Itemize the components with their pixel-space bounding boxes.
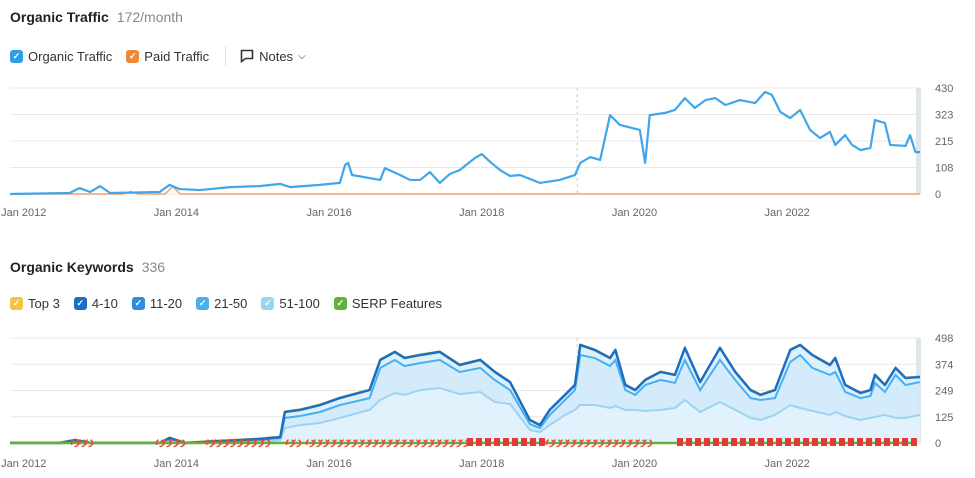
checkbox-checked-icon[interactable]: ✓ xyxy=(126,49,140,63)
google-serp-icon xyxy=(292,438,302,448)
comment-icon xyxy=(240,49,254,63)
serp-flag-icon xyxy=(512,438,518,446)
google-serp-icon xyxy=(84,438,94,448)
serp-flag-icon xyxy=(740,438,746,446)
y-tick-label: 125 xyxy=(935,412,953,424)
organic-traffic-chart[interactable]: 430 323 215 108 0 Jan 2012 Jan 2014 Jan 2016 Jan… xyxy=(0,0,975,230)
legend-paid-traffic[interactable]: ✓ Paid Traffic xyxy=(126,49,209,64)
traffic-legend: ✓ Organic Traffic ✓ Paid Traffic Notes ⌵ xyxy=(10,46,320,66)
range-handle xyxy=(916,88,921,194)
y-tick-label: 249 xyxy=(935,386,953,398)
legend-21-50[interactable]: ✓ 21-50 xyxy=(196,296,247,311)
serp-flag-icon xyxy=(830,438,836,446)
serp-flag-icon xyxy=(713,438,719,446)
serp-flag-icon xyxy=(776,438,782,446)
organic-traffic-line xyxy=(9,90,920,196)
line-4-10 xyxy=(10,343,921,445)
checkbox-checked-icon[interactable]: ✓ xyxy=(196,297,210,310)
serp-flag-icon xyxy=(731,438,737,446)
google-serp-icon xyxy=(261,438,271,448)
serp-flag-icon xyxy=(767,438,773,446)
x-tick-label: Jan 2020 xyxy=(612,458,657,470)
serp-flag-icon xyxy=(893,438,899,446)
serp-flag-icon xyxy=(704,438,710,446)
checkbox-checked-icon[interactable]: ✓ xyxy=(261,297,275,310)
serp-flag-icon xyxy=(749,438,755,446)
serp-flag-icon xyxy=(686,438,692,446)
serp-flag-icon xyxy=(677,438,683,446)
x-tick-label: Jan 2018 xyxy=(459,207,504,219)
serp-flag-icon xyxy=(803,438,809,446)
legend-51-100[interactable]: ✓ 51-100 xyxy=(261,296,320,311)
y-tick-label: 0 xyxy=(935,438,941,450)
serp-flag-icon xyxy=(494,438,500,446)
serp-flag-icon xyxy=(821,438,827,446)
serp-flag-icon xyxy=(911,438,917,446)
checkbox-checked-icon[interactable]: ✓ xyxy=(333,297,347,310)
serp-flag-icon xyxy=(857,438,863,446)
x-tick-label: Jan 2018 xyxy=(459,458,504,470)
legend-4-10[interactable]: ✓ 4-10 xyxy=(73,296,118,311)
serp-flag-icon xyxy=(875,438,881,446)
x-tick-label: Jan 2012 xyxy=(1,207,46,219)
serp-flag-icon xyxy=(866,438,872,446)
serp-flag-icon xyxy=(503,438,509,446)
x-tick-label: Jan 2022 xyxy=(765,458,810,470)
google-serp-icon xyxy=(643,438,653,448)
divider xyxy=(225,46,227,66)
serp-flag-icon xyxy=(884,438,890,446)
checkbox-checked-icon[interactable]: ✓ xyxy=(10,49,23,63)
legend-organic-traffic[interactable]: ✓ Organic Traffic xyxy=(10,49,112,64)
notes-button[interactable]: Notes ⌵ xyxy=(240,49,306,64)
line-51-100 xyxy=(10,386,921,444)
serp-flag-icon xyxy=(476,438,482,446)
serp-flag-icon xyxy=(902,438,908,446)
y-tick-label: 0 xyxy=(935,189,941,201)
x-tick-label: Jan 2016 xyxy=(306,207,351,219)
x-tick-label: Jan 2012 xyxy=(1,458,46,470)
serp-flag-icon xyxy=(812,438,818,446)
x-tick-label: Jan 2022 xyxy=(765,207,810,219)
organic-traffic-title: Organic Traffic 172/month xyxy=(10,9,183,25)
organic-keywords-title: Organic Keywords 336 xyxy=(10,259,166,275)
serp-flag-icon xyxy=(839,438,845,446)
y-tick-label: 323 xyxy=(935,110,953,122)
organic-keywords-value: 336 xyxy=(141,259,166,275)
x-tick-label: Jan 2014 xyxy=(154,207,199,219)
checkbox-checked-icon[interactable]: ✓ xyxy=(10,297,23,310)
y-tick-label: 498 xyxy=(935,333,953,345)
y-tick-label: 374 xyxy=(935,359,953,371)
google-serp-icon xyxy=(176,438,186,448)
legend-11-20[interactable]: ✓ 11-20 xyxy=(131,296,182,311)
serp-flag-icon xyxy=(794,438,800,446)
serp-flag-icon xyxy=(785,438,791,446)
serp-flag-icon xyxy=(521,438,527,446)
chevron-down-icon: ⌵ xyxy=(298,50,306,62)
serp-flag-icon xyxy=(695,438,701,446)
serp-flag-icon xyxy=(485,438,491,446)
legend-serp-features[interactable]: ✓ SERP Features xyxy=(333,296,442,311)
checkbox-checked-icon[interactable]: ✓ xyxy=(131,297,145,310)
area-51-100 xyxy=(10,387,920,443)
x-tick-label: Jan 2014 xyxy=(154,458,199,470)
y-tick-label: 215 xyxy=(935,136,953,148)
checkbox-checked-icon[interactable]: ✓ xyxy=(73,297,87,310)
keywords-legend: ✓ Top 3 ✓ 4-10 ✓ 11-20 ✓ 21-50 ✓ 51-100 ✓ SERP… xyxy=(10,296,456,311)
serp-flag-icon xyxy=(539,438,545,446)
legend-top-3[interactable]: ✓ Top 3 xyxy=(10,296,60,311)
y-tick-label: 430 xyxy=(935,83,953,95)
serp-flag-icon xyxy=(530,438,536,446)
serp-flag-icon xyxy=(758,438,764,446)
x-tick-label: Jan 2016 xyxy=(306,458,351,470)
serp-flag-icon xyxy=(467,438,473,446)
y-tick-label: 108 xyxy=(935,163,953,175)
x-tick-label: Jan 2020 xyxy=(612,207,657,219)
serp-flag-icon xyxy=(848,438,854,446)
serp-flag-icon xyxy=(722,438,728,446)
organic-traffic-value: 172/month xyxy=(116,9,183,25)
